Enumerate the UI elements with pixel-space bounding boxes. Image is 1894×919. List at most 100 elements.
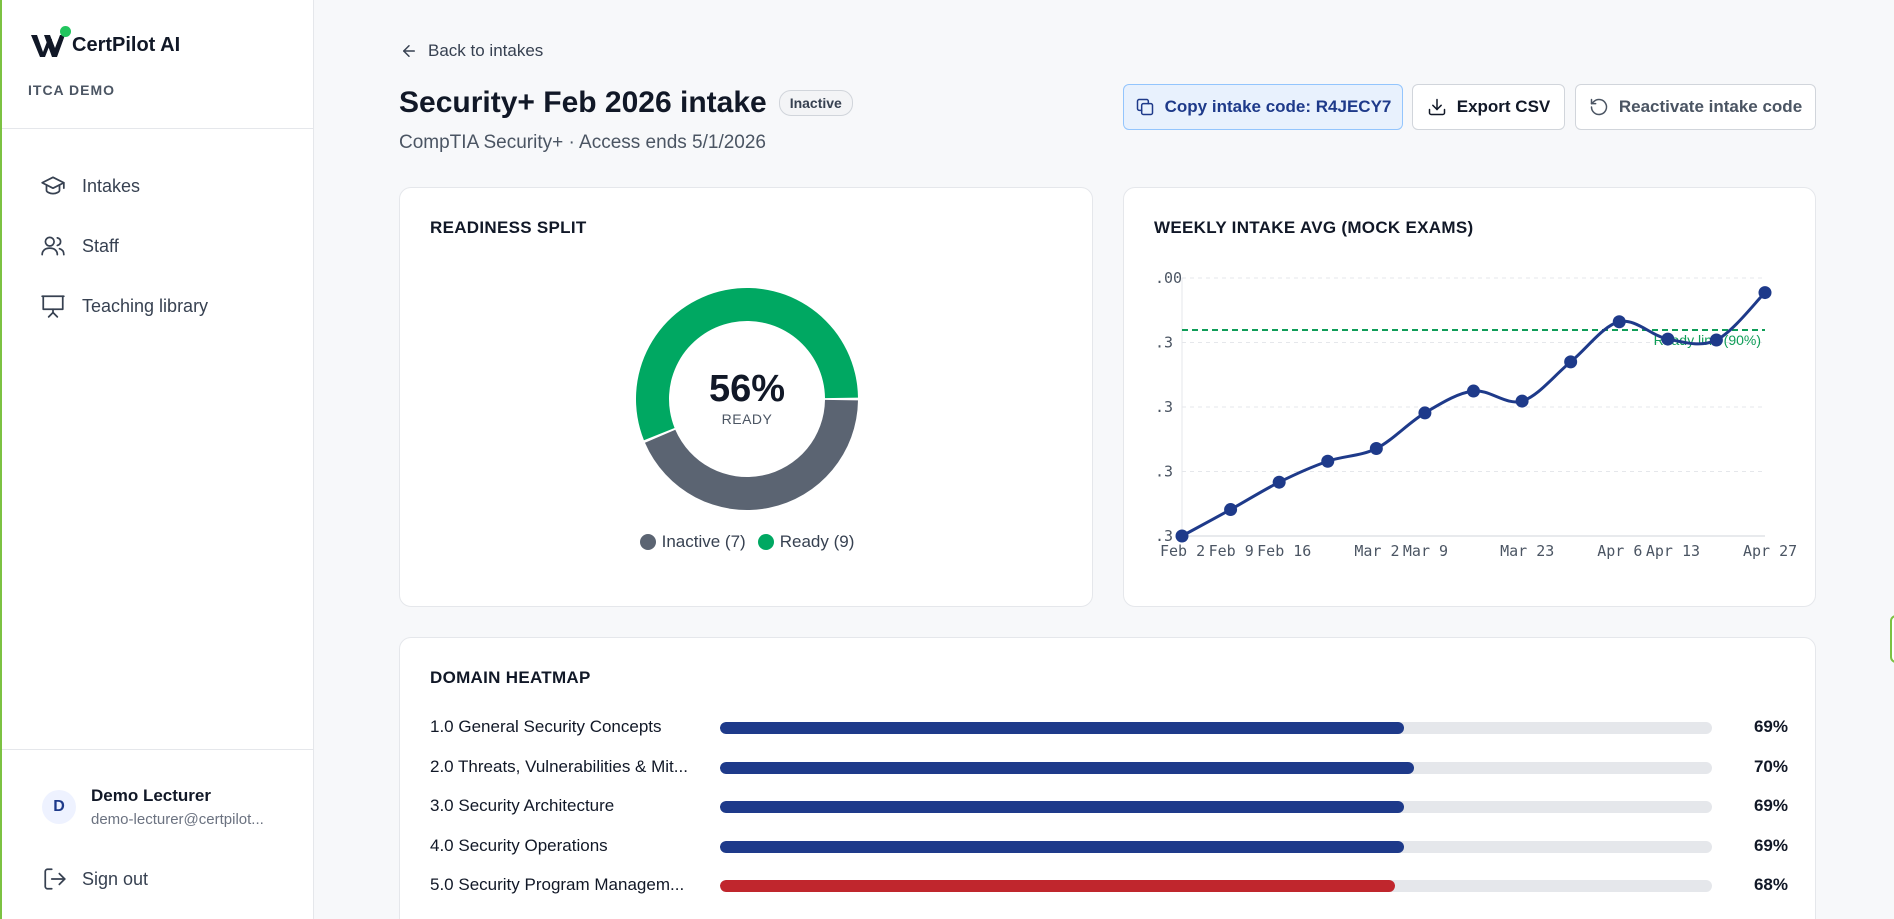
heatmap-row[interactable]: 3.0 Security Architecture 69% bbox=[430, 793, 1790, 819]
donut-center-percent: 56% bbox=[708, 368, 786, 410]
page-subtitle: CompTIA Security+ · Access ends 5/1/2026 bbox=[399, 132, 766, 153]
readiness-legend: Inactive (7) Ready (9) bbox=[400, 532, 1094, 552]
sidebar: CertPilot AI ITCA DEMO Intakes Staff Tea… bbox=[2, 0, 314, 919]
presentation-icon bbox=[41, 295, 65, 318]
data-point[interactable] bbox=[1467, 384, 1480, 398]
heatmap-bar-fill bbox=[720, 801, 1405, 813]
data-point[interactable] bbox=[1758, 286, 1772, 300]
data-point[interactable] bbox=[1709, 333, 1723, 347]
user-profile[interactable]: D Demo Lecturer demo-lecturer@certpilot.… bbox=[42, 786, 264, 828]
domain-heatmap-title: DOMAIN HEATMAP bbox=[430, 668, 591, 687]
x-tick-label: Apr 6 bbox=[1597, 542, 1642, 560]
heatmap-bar-fill bbox=[720, 840, 1405, 853]
data-point[interactable] bbox=[1369, 441, 1383, 455]
sidebar-item-label: Teaching library bbox=[82, 295, 209, 316]
sidebar-nav: Intakes Staff Teaching library bbox=[28, 156, 298, 336]
copy-intake-code-button[interactable]: Copy intake code: R4JECY7 bbox=[1123, 84, 1403, 130]
brand-status-dot bbox=[60, 26, 71, 37]
side-panel-tab[interactable] bbox=[1890, 615, 1894, 663]
x-tick-label: Mar 23 bbox=[1500, 542, 1554, 560]
heatmap-row-label: 3.0 Security Architecture bbox=[430, 796, 615, 815]
arrow-left-icon bbox=[403, 45, 415, 57]
heatmap-row-label: 5.0 Security Program Managem... bbox=[430, 875, 685, 894]
data-point[interactable] bbox=[1418, 406, 1432, 420]
window-edge bbox=[0, 0, 2, 919]
x-tick-label: Mar 9 bbox=[1403, 542, 1448, 560]
copy-intake-code-label: Copy intake code: R4JECY7 bbox=[1164, 97, 1392, 116]
data-point[interactable] bbox=[1272, 475, 1286, 489]
heatmap-row[interactable]: 2.0 Threats, Vulnerabilities & Mit... 70% bbox=[430, 754, 1790, 780]
export-csv-button[interactable]: Export CSV bbox=[1412, 84, 1565, 130]
status-badge: Inactive bbox=[778, 90, 853, 116]
ready-line-label: Ready line (90%) bbox=[1654, 332, 1761, 348]
weekly-intake-avg-card: WEEKLY INTAKE AVG (MOCK EXAMS) .3 .3 .3 .3.… bbox=[1123, 187, 1816, 607]
graduation-cap-icon bbox=[41, 176, 65, 195]
data-point[interactable] bbox=[1175, 529, 1189, 543]
legend-item-inactive[interactable]: Inactive (7) bbox=[639, 532, 746, 552]
back-link[interactable]: Back to intakes bbox=[400, 41, 543, 61]
heatmap-bar-fill bbox=[720, 880, 1395, 892]
y-tick-label: .3 bbox=[1155, 334, 1173, 352]
x-tick-label: Feb 9 bbox=[1209, 542, 1254, 560]
legend-item-ready[interactable]: Ready (9) bbox=[757, 532, 855, 552]
heatmap-bar-track bbox=[720, 722, 1712, 734]
export-csv-label: Export CSV bbox=[1456, 97, 1551, 116]
organization-name: ITCA DEMO bbox=[28, 82, 116, 98]
donut-slice-ready[interactable] bbox=[636, 288, 858, 441]
legend-label: Inactive (7) bbox=[661, 532, 746, 551]
brand[interactable]: CertPilot AI bbox=[30, 26, 181, 60]
x-tick-label: Feb 2 bbox=[1160, 542, 1205, 560]
y-tick-label: .3 bbox=[1155, 398, 1173, 416]
page-title: Security+ Feb 2026 intake bbox=[399, 86, 767, 119]
heatmap-row-value: 69% bbox=[1753, 835, 1788, 855]
x-tick-label: Apr 27 bbox=[1743, 542, 1797, 560]
data-point[interactable] bbox=[1321, 454, 1335, 468]
data-point[interactable] bbox=[1564, 355, 1578, 369]
sign-out-label: Sign out bbox=[82, 868, 149, 889]
user-email: demo-lecturer@certpilot... bbox=[91, 811, 264, 828]
copy-icon bbox=[1136, 98, 1153, 116]
domain-heatmap-card: DOMAIN HEATMAP 1.0 General Security Conc… bbox=[399, 637, 1816, 919]
weekly-intake-line-chart: .3 .3 .3 .3 .00 Feb 2 Feb 9 Feb 16 Mar 2 Mar 9 Mar… bbox=[1155, 269, 1797, 560]
data-point[interactable] bbox=[1661, 332, 1675, 346]
heatmap-row[interactable]: 4.0 Security Operations 69% bbox=[430, 833, 1790, 859]
legend-swatch bbox=[639, 534, 656, 550]
x-tick-label: Apr 13 bbox=[1646, 542, 1700, 560]
heatmap-bar-track bbox=[720, 761, 1712, 774]
reactivate-intake-code-label: Reactivate intake code bbox=[1618, 97, 1803, 116]
y-tick-label: .3 bbox=[1155, 463, 1173, 481]
refresh-icon bbox=[1590, 98, 1608, 116]
sidebar-item-label: Staff bbox=[82, 235, 119, 256]
heatmap-row[interactable]: 5.0 Security Program Managem... 68% bbox=[430, 872, 1790, 898]
donut-slice-inactive[interactable] bbox=[644, 399, 858, 510]
heatmap-bar-track bbox=[720, 801, 1712, 813]
sidebar-item-intakes[interactable]: Intakes bbox=[28, 156, 298, 216]
sign-out-button[interactable]: Sign out bbox=[42, 866, 148, 892]
heatmap-bar-track bbox=[720, 880, 1712, 892]
weekly-intake-avg-title: WEEKLY INTAKE AVG (MOCK EXAMS) bbox=[1154, 218, 1474, 237]
reactivate-intake-code-button[interactable]: Reactivate intake code bbox=[1575, 84, 1816, 130]
data-point[interactable] bbox=[1612, 315, 1626, 329]
legend-label: Ready (9) bbox=[779, 532, 855, 551]
download-icon bbox=[1428, 98, 1445, 116]
heatmap-bar-fill bbox=[720, 722, 1405, 734]
heatmap-row-value: 68% bbox=[1753, 875, 1788, 894]
data-point[interactable] bbox=[1515, 394, 1529, 408]
x-tick-label: Feb 16 bbox=[1257, 542, 1311, 560]
data-point[interactable] bbox=[1224, 503, 1238, 517]
legend-swatch bbox=[757, 534, 774, 550]
y-tick-label: .3 bbox=[1155, 527, 1173, 545]
sidebar-item-teaching-library[interactable]: Teaching library bbox=[28, 276, 298, 336]
heatmap-row-value: 69% bbox=[1753, 796, 1788, 815]
heatmap-row[interactable]: 1.0 General Security Concepts 69% bbox=[430, 714, 1790, 740]
sidebar-item-staff[interactable]: Staff bbox=[28, 216, 298, 276]
heatmap-row-label: 1.0 General Security Concepts bbox=[430, 717, 662, 736]
readiness-split-title: READINESS SPLIT bbox=[430, 218, 587, 237]
avatar: D bbox=[42, 790, 76, 824]
x-tick-label: Mar 2 bbox=[1354, 542, 1399, 560]
heatmap-row-label: 4.0 Security Operations bbox=[430, 835, 608, 855]
heatmap-row-value: 69% bbox=[1753, 717, 1788, 736]
brand-name: CertPilot AI bbox=[72, 33, 181, 56]
donut-center-label: READY bbox=[721, 411, 773, 427]
sidebar-item-label: Intakes bbox=[82, 175, 141, 196]
